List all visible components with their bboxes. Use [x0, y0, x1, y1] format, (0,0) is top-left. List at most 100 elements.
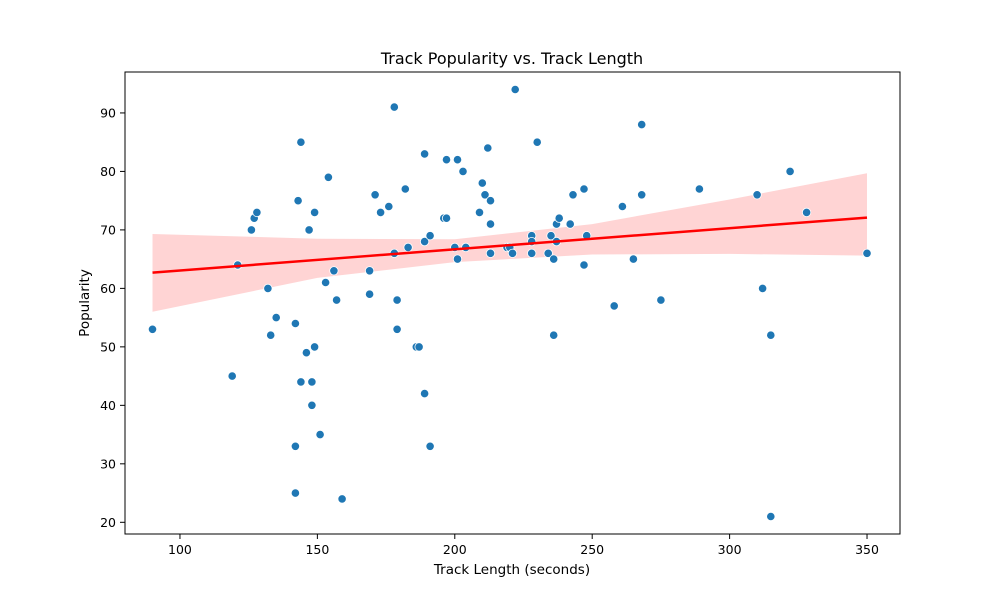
data-point: [485, 219, 496, 229]
data-point: [485, 196, 496, 206]
data-point: [579, 184, 589, 194]
plot-frame: [124, 71, 901, 535]
chart-title: Track Popularity vs. Track Length: [380, 49, 643, 68]
data-point: [510, 84, 520, 95]
data-point: [384, 201, 394, 212]
data-point: [862, 248, 872, 258]
data-point: [549, 254, 559, 264]
data-point: [271, 312, 281, 323]
x-tick-label: 200: [443, 542, 467, 557]
data-point: [290, 488, 300, 498]
data-point: [309, 207, 320, 217]
data-point: [400, 184, 410, 194]
data-point: [458, 166, 468, 176]
data-point: [320, 277, 331, 288]
y-tick-label: 30: [100, 456, 116, 471]
data-point: [656, 295, 666, 305]
regression-line-layer: [152, 216, 868, 274]
data-point: [419, 388, 430, 399]
data-point: [617, 201, 628, 212]
data-point: [392, 324, 402, 334]
data-point: [389, 102, 399, 112]
data-point: [293, 196, 303, 206]
data-point: [266, 330, 276, 340]
data-point: [252, 207, 262, 217]
data-point: [609, 301, 619, 311]
data-point: [757, 283, 768, 293]
data-point: [441, 213, 452, 223]
data-point: [370, 190, 380, 200]
data-point: [628, 254, 639, 264]
y-tick-label: 70: [100, 222, 116, 237]
data-point: [301, 348, 311, 358]
data-points-layer: [147, 84, 872, 522]
data-point: [307, 377, 317, 387]
data-point: [568, 190, 578, 200]
data-point: [694, 184, 705, 194]
data-point: [246, 225, 256, 235]
y-tick-label: 40: [100, 398, 116, 413]
data-point: [477, 178, 487, 188]
data-point: [296, 377, 306, 387]
x-axis-label: Track Length (seconds): [433, 562, 590, 578]
data-point: [290, 441, 300, 451]
y-tick-label: 60: [100, 281, 116, 296]
data-point: [419, 237, 430, 247]
data-point: [766, 330, 776, 340]
y-axis-ticks: 20 30 40 50 60 70 80 90: [100, 105, 125, 530]
data-point: [766, 511, 776, 522]
data-point: [637, 120, 647, 130]
data-point: [485, 248, 496, 258]
x-tick-label: 100: [168, 542, 192, 557]
x-tick-label: 250: [580, 542, 604, 557]
data-point: [296, 137, 306, 147]
x-tick-label: 150: [305, 542, 329, 557]
data-point: [425, 231, 435, 241]
data-point: [414, 342, 424, 352]
x-tick-label: 350: [855, 542, 879, 557]
data-point: [307, 400, 317, 410]
data-point: [543, 248, 553, 258]
data-point: [403, 242, 413, 252]
regression-line: [152, 216, 868, 274]
plot-area: [125, 72, 900, 534]
data-point: [579, 260, 589, 270]
data-point: [474, 207, 485, 217]
data-point: [290, 318, 300, 329]
data-point: [546, 231, 556, 241]
data-point: [425, 441, 435, 451]
data-point: [419, 149, 430, 159]
data-point: [375, 207, 386, 217]
data-point: [364, 266, 375, 276]
data-point: [329, 266, 339, 276]
data-point: [315, 429, 325, 440]
x-tick-label: 300: [718, 542, 742, 557]
y-tick-label: 90: [100, 105, 116, 120]
data-point: [452, 254, 463, 264]
x-axis-ticks: 100 150 200 250 300 350: [168, 534, 879, 557]
data-point: [752, 190, 762, 200]
data-point: [480, 190, 490, 200]
data-point: [532, 137, 542, 147]
data-point: [452, 155, 463, 165]
data-point: [337, 494, 347, 504]
data-point: [637, 190, 647, 200]
data-point: [309, 342, 320, 352]
data-point: [507, 248, 518, 258]
data-point: [304, 225, 314, 235]
data-point: [392, 295, 402, 305]
data-point: [441, 155, 452, 165]
y-tick-label: 80: [100, 164, 116, 179]
data-point: [549, 330, 559, 340]
data-point: [483, 143, 493, 153]
data-point: [364, 289, 375, 299]
data-point: [554, 213, 564, 223]
data-point: [323, 172, 333, 182]
data-point: [263, 283, 273, 293]
data-point: [565, 219, 575, 229]
confidence-band: [152, 173, 867, 312]
data-point: [527, 248, 537, 258]
data-point: [227, 371, 237, 381]
